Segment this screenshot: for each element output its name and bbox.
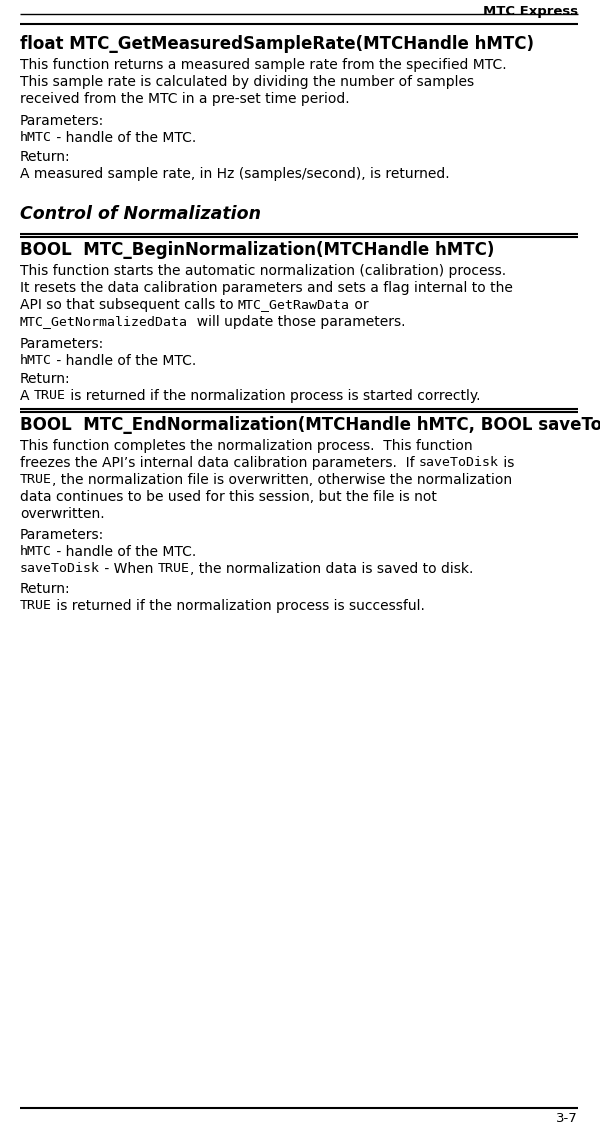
Text: Return:: Return: (20, 150, 71, 164)
Text: received from the MTC in a pre-set time period.: received from the MTC in a pre-set time … (20, 92, 350, 106)
Text: TRUE: TRUE (20, 599, 52, 612)
Text: hMTC: hMTC (20, 131, 52, 144)
Text: , the normalization file is overwritten, otherwise the normalization: , the normalization file is overwritten,… (52, 473, 512, 487)
Text: TRUE: TRUE (20, 473, 52, 486)
Text: float MTC_GetMeasuredSampleRate(MTCHandle hMTC): float MTC_GetMeasuredSampleRate(MTCHandl… (20, 35, 534, 53)
Text: will update those parameters.: will update those parameters. (188, 315, 406, 329)
Text: , the normalization data is saved to disk.: , the normalization data is saved to dis… (190, 562, 473, 576)
Text: is returned if the normalization process is started correctly.: is returned if the normalization process… (66, 389, 481, 403)
Text: Control of Normalization: Control of Normalization (20, 205, 261, 223)
Text: is returned if the normalization process is successful.: is returned if the normalization process… (52, 599, 425, 612)
Text: saveToDisk: saveToDisk (419, 457, 499, 469)
Text: Parameters:: Parameters: (20, 337, 104, 351)
Text: - handle of the MTC.: - handle of the MTC. (52, 354, 196, 368)
Text: BOOL  MTC_BeginNormalization(MTCHandle hMTC): BOOL MTC_BeginNormalization(MTCHandle hM… (20, 241, 494, 259)
Text: - handle of the MTC.: - handle of the MTC. (52, 545, 196, 559)
Text: MTC_GetNormalizedData: MTC_GetNormalizedData (20, 315, 188, 328)
Text: is: is (499, 457, 514, 470)
Text: saveToDisk: saveToDisk (20, 562, 100, 575)
Text: A measured sample rate, in Hz (samples/second), is returned.: A measured sample rate, in Hz (samples/s… (20, 167, 449, 181)
Text: 3-7: 3-7 (556, 1112, 578, 1125)
Text: Return:: Return: (20, 582, 71, 596)
Text: Return:: Return: (20, 372, 71, 386)
Text: It resets the data calibration parameters and sets a flag internal to the: It resets the data calibration parameter… (20, 281, 513, 295)
Text: TRUE: TRUE (34, 389, 66, 402)
Text: BOOL  MTC_EndNormalization(MTCHandle hMTC, BOOL saveToDisk): BOOL MTC_EndNormalization(MTCHandle hMTC… (20, 416, 600, 434)
Text: overwritten.: overwritten. (20, 507, 104, 521)
Text: freezes the API’s internal data calibration parameters.  If: freezes the API’s internal data calibrat… (20, 457, 419, 470)
Text: TRUE: TRUE (158, 562, 190, 575)
Text: Parameters:: Parameters: (20, 114, 104, 128)
Text: MTC_GetRawData: MTC_GetRawData (238, 298, 350, 311)
Text: MTC Express: MTC Express (483, 5, 578, 18)
Text: data continues to be used for this session, but the file is not: data continues to be used for this sessi… (20, 490, 437, 504)
Text: This function returns a measured sample rate from the specified MTC.: This function returns a measured sample … (20, 58, 506, 72)
Text: API so that subsequent calls to: API so that subsequent calls to (20, 298, 238, 312)
Text: This sample rate is calculated by dividing the number of samples: This sample rate is calculated by dividi… (20, 75, 474, 89)
Text: hMTC: hMTC (20, 545, 52, 558)
Text: hMTC: hMTC (20, 354, 52, 367)
Text: A: A (20, 389, 34, 403)
Text: Parameters:: Parameters: (20, 528, 104, 542)
Text: This function completes the normalization process.  This function: This function completes the normalizatio… (20, 438, 473, 453)
Text: This function starts the automatic normalization (calibration) process.: This function starts the automatic norma… (20, 264, 506, 278)
Text: or: or (350, 298, 368, 312)
Text: - handle of the MTC.: - handle of the MTC. (52, 131, 196, 145)
Text: - When: - When (100, 562, 158, 576)
